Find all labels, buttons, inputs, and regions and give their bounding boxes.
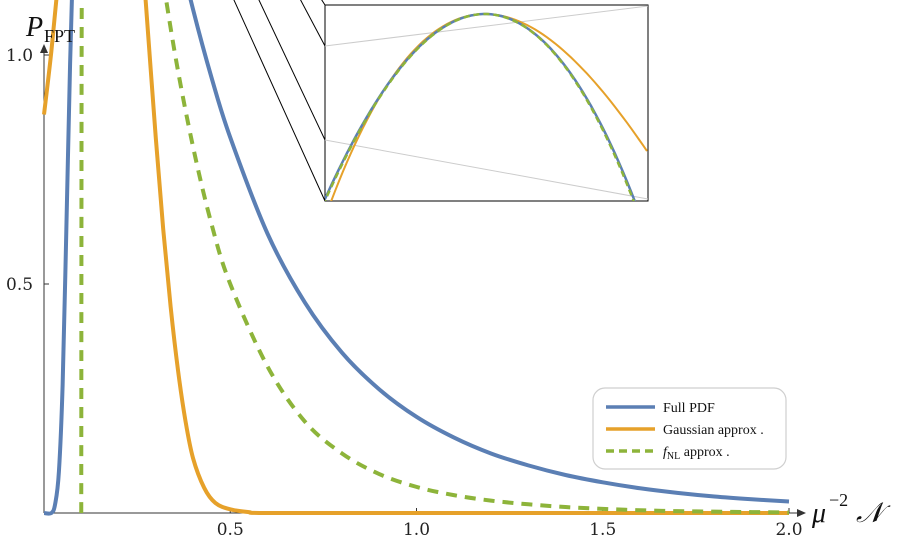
x-axis-label-var: 𝒩 bbox=[856, 498, 891, 529]
x-tick-label: 2.0 bbox=[775, 520, 802, 537]
legend: Full PDF Gaussian approx . fNL approx . bbox=[592, 387, 787, 470]
inset-panel bbox=[324, 4, 649, 202]
y-axis-label-main: P bbox=[25, 12, 43, 43]
y-axis-arrow bbox=[40, 44, 48, 53]
x-tick-label: 1.0 bbox=[403, 520, 430, 537]
legend-label-fnl-sub: NL bbox=[667, 451, 680, 462]
zoom-connector-lines bbox=[233, 0, 326, 202]
connector-line bbox=[233, 0, 326, 202]
inset-frame bbox=[324, 4, 649, 202]
legend-label-gaussian: Gaussian approx . bbox=[663, 423, 764, 438]
legend-label-full-pdf: Full PDF bbox=[663, 401, 715, 416]
legend-label-fnl-main: f bbox=[663, 445, 669, 460]
series-line-0 bbox=[43, 0, 790, 516]
series-line-1 bbox=[42, 0, 789, 516]
inset-series bbox=[325, 5, 648, 201]
series-line-2 bbox=[79, 0, 790, 515]
legend-label-fnl-rest: approx . bbox=[680, 445, 729, 460]
inset-fnl-curve bbox=[325, 12, 635, 201]
y-tick-label: 0.5 bbox=[6, 275, 33, 295]
y-tick-label: 1.0 bbox=[6, 46, 33, 66]
x-axis-arrow bbox=[797, 509, 806, 517]
x-tick-label: 1.5 bbox=[589, 520, 616, 537]
connector-line bbox=[258, 0, 326, 141]
connector-line bbox=[321, 0, 326, 6]
x-axis-label-sup: −2 bbox=[829, 490, 848, 510]
x-axis-label-main: μ bbox=[811, 498, 826, 529]
main-series bbox=[42, 0, 790, 516]
x-axis-label: μ −2 𝒩 bbox=[811, 490, 891, 529]
inset-guide-line bbox=[325, 5, 648, 47]
legend-label-fnl: fNL approx . bbox=[663, 445, 730, 462]
y-axis-label: P FPT bbox=[25, 12, 75, 46]
inset-guide-line bbox=[325, 139, 648, 200]
x-tick-label: 0.5 bbox=[217, 520, 244, 537]
y-axis-label-sub: FPT bbox=[44, 26, 75, 46]
